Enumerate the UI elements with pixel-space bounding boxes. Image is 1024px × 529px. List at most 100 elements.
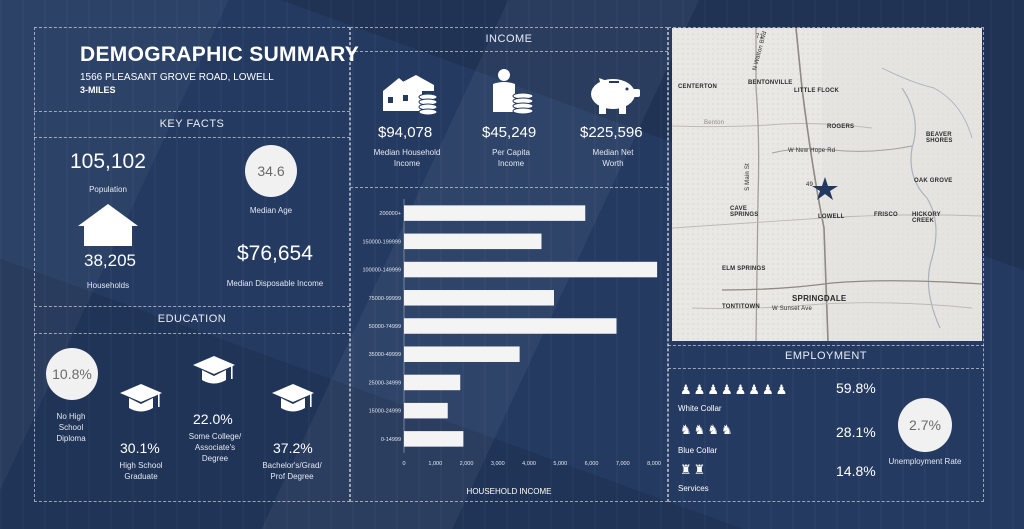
map-label-oak-grove: OAK GROVE	[914, 178, 953, 184]
white-collar-worker-icon: ♟	[734, 382, 747, 397]
divider	[350, 187, 668, 188]
chart-x-tick-label: 2,000	[460, 461, 474, 467]
person-money-icon	[493, 69, 534, 115]
chart-bar	[404, 318, 617, 334]
income-panel	[350, 27, 668, 502]
divider	[34, 306, 350, 307]
services-icons: ♜ ♜	[680, 463, 707, 476]
disposable-income-label: Median Disposable Income	[226, 279, 324, 288]
median-household-value: $94,078	[378, 124, 433, 141]
white-collar-worker-icon: ♟	[693, 382, 706, 397]
blue-collar-worker-icon: ♞	[707, 422, 719, 437]
households-value: 38,205	[84, 251, 136, 270]
chart-category-label: 35000-49999	[369, 352, 401, 358]
unemployment-value: 2.7%	[909, 417, 941, 433]
map-label-bentonville: BENTONVILLE	[748, 80, 793, 86]
map-label-hwy71: 71	[756, 34, 764, 40]
chart-x-tick-label: 7,000	[616, 461, 630, 467]
bachelor-value: 37.2%	[273, 440, 313, 456]
median-age-circle: 34.6	[245, 145, 297, 197]
blue-collar-worker-icon: ♞	[693, 422, 706, 437]
divider	[34, 333, 350, 334]
chart-bar	[404, 374, 461, 391]
map-label-beaver-shores: BEAVER SHORES	[926, 132, 953, 144]
services-worker-icon: ♜	[680, 462, 692, 477]
graduation-cap-icon	[120, 384, 162, 412]
hs-label: High School Graduate	[119, 461, 163, 481]
white-collar-worker-icon: ♟	[748, 382, 760, 397]
radius-label: 3-MILES	[80, 85, 116, 95]
chart-bar	[404, 205, 586, 221]
chart-category-label: 200000+	[379, 211, 401, 217]
divider	[34, 137, 350, 138]
map-label-cave-springs: CAVE SPRINGS	[730, 206, 759, 218]
map-label-little-flock: LITTLE FLOCK	[794, 88, 840, 94]
chart-category-label: 0-14999	[381, 437, 401, 443]
chart-x-tick-label: 4,000	[522, 461, 536, 467]
map-label-frisco: FRISCO	[874, 212, 898, 218]
blue-collar-worker-icon: ♞	[680, 422, 692, 437]
house-icon	[78, 204, 138, 246]
address: 1566 PLEASANT GROVE ROAD, LOWELL	[80, 72, 274, 83]
no-hs-label: No High School Diploma	[56, 412, 86, 443]
map-label-new-hope: W New Hope Rd	[788, 148, 836, 154]
population-value: 105,102	[70, 150, 146, 173]
chart-bar	[404, 346, 520, 362]
chart-x-tick-label: 8,000	[647, 461, 661, 467]
white-collar-worker-icon: ♟	[707, 382, 719, 397]
white-collar-icons: ♟ ♟ ♟ ♟ ♟ ♟ ♟ ♟	[680, 383, 789, 396]
per-capita-value: $45,249	[482, 124, 537, 141]
chart-category-label: 25000-34999	[369, 380, 401, 386]
divider	[668, 368, 984, 369]
map-label-sunset: W Sunset Ave	[772, 306, 812, 312]
piggy-bank-icon	[591, 78, 640, 114]
white-collar-worker-icon: ♟	[775, 382, 788, 397]
population-label: Population	[89, 185, 127, 194]
map-label-lowell: LOWELL	[818, 214, 845, 220]
chart-bar	[404, 402, 448, 419]
median-age-value: 34.6	[257, 163, 285, 179]
map-label-hwy49: 49	[806, 182, 814, 188]
median-age-label: Median Age	[249, 206, 293, 215]
map-label-rogers: ROGERS	[827, 124, 855, 130]
chart-bar	[404, 233, 542, 250]
map-label-hickory-creek: HICKORY CREEK	[912, 212, 941, 224]
left-panel	[34, 27, 350, 502]
blue-collar-icons: ♞ ♞ ♞ ♞	[680, 423, 735, 436]
blue-collar-worker-icon: ♞	[720, 422, 733, 437]
unemployment-label: Unemployment Rate	[888, 457, 962, 466]
graduation-cap-icon	[272, 384, 314, 412]
key-facts-title: KEY FACTS	[159, 118, 225, 130]
households-label: Households	[86, 281, 130, 290]
white-collar-worker-icon: ♟	[680, 382, 692, 397]
per-capita-label: Per Capita Income	[492, 148, 530, 168]
white-collar-worker-icon: ♟	[720, 382, 733, 397]
income-title: INCOME	[485, 33, 533, 45]
services-label: Services	[678, 484, 709, 493]
net-worth-label: Median Net Worth	[592, 148, 634, 168]
some-college-label: Some College/ Associate's Degree	[188, 432, 242, 463]
map-graphics	[672, 28, 982, 341]
map-label-elm-springs: ELM SPRINGS	[722, 266, 766, 272]
chart-x-tick-label: 0	[402, 461, 405, 467]
no-hs-circle: 10.8%	[46, 348, 98, 400]
white-collar-value: 59.8%	[836, 380, 876, 396]
chart-bar	[404, 261, 658, 278]
blue-collar-value: 28.1%	[836, 424, 876, 440]
location-map[interactable]: CENTERTON BENTONVILLE N Walton Blvd LITT…	[672, 28, 982, 341]
disposable-income-value: $76,654	[237, 242, 313, 265]
divider	[350, 51, 668, 52]
employment-title: EMPLOYMENT	[784, 350, 867, 362]
map-label-tontitown: TONTITOWN	[722, 304, 760, 310]
white-collar-label: White Collar	[678, 404, 722, 413]
net-worth-value: $225,596	[580, 124, 643, 141]
chart-bar	[404, 431, 464, 447]
map-label-springdale: SPRINGDALE	[792, 294, 847, 303]
hs-value: 30.1%	[120, 440, 160, 456]
chart-x-tick-label: 1,000	[428, 461, 442, 467]
services-worker-icon: ♜	[693, 462, 706, 477]
education-title: EDUCATION	[157, 313, 227, 325]
chart-x-tick-label: 5,000	[553, 461, 567, 467]
chart-category-label: 150000-199999	[362, 239, 401, 245]
bachelor-label: Bachelor's/Grad/ Prof Degree	[262, 461, 322, 481]
